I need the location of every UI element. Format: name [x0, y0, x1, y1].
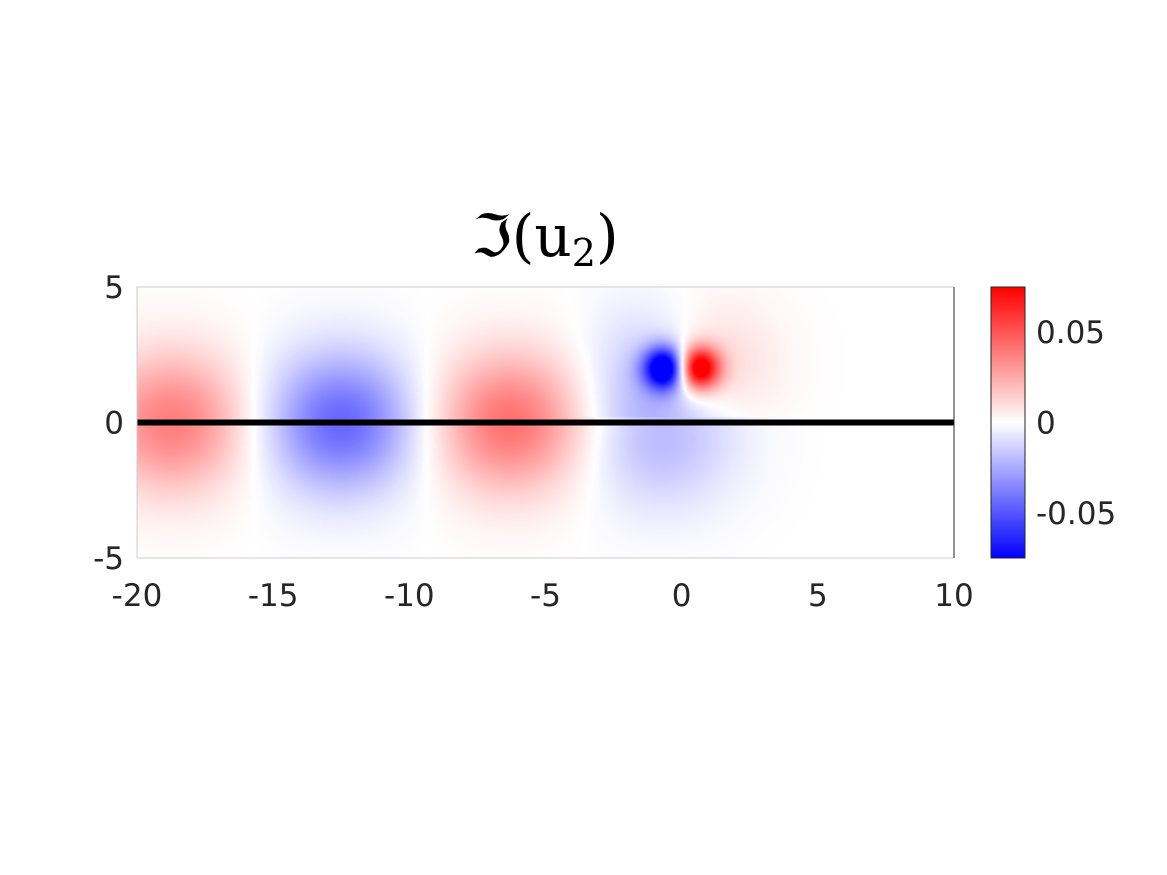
x-tick-label: -15	[248, 578, 299, 614]
y-tick-label: -5	[93, 541, 124, 577]
colorbar-tick-label: -0.05	[1036, 496, 1116, 532]
y-tick-label: 5	[104, 270, 124, 306]
chart-title-close: )	[596, 202, 619, 270]
y-tick-label: 0	[104, 406, 124, 442]
plot-area	[136, 286, 955, 559]
x-tick-label: -20	[112, 578, 163, 614]
colorbar-gradient	[990, 286, 1026, 559]
chart-title: ℑ(u2)	[471, 202, 618, 275]
x-tick-label: 5	[808, 578, 828, 614]
x-tick-label: -10	[384, 578, 435, 614]
colorbar-tick-label: 0.05	[1036, 315, 1105, 351]
colorbar-tick-label: 0	[1036, 406, 1056, 442]
x-tick-label: -5	[530, 578, 561, 614]
chart-title-subscript: 2	[572, 231, 596, 275]
x-tick-label: 0	[672, 578, 692, 614]
colorbar: 0.05 0 -0.05	[990, 286, 1116, 559]
x-axis: -20 -15 -10 -5 0 5 10	[112, 578, 974, 614]
chart-title-main: ℑ(u	[471, 202, 571, 270]
x-tick-label: 10	[934, 578, 973, 614]
y-axis: 5 0 -5	[93, 270, 124, 577]
